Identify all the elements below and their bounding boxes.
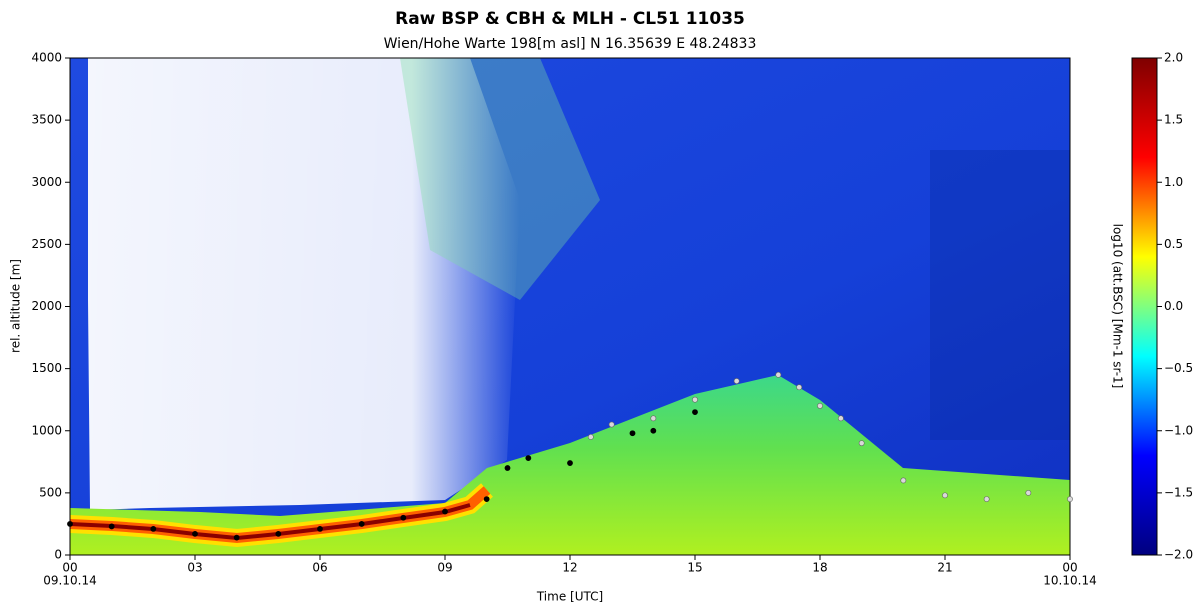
x-tick-label: 12 [562, 561, 577, 575]
x-axis-label: Time [UTC] [536, 590, 603, 604]
layer-point [608, 421, 615, 428]
layer-point [692, 396, 698, 403]
y-tick-label: 1000 [31, 423, 62, 437]
layer-point [629, 430, 636, 437]
chart-title: Raw BSP & CBH & MLH - CL51 11035 [395, 9, 745, 29]
x-tick-label: 03 [187, 561, 202, 575]
x-tick-label: 09 [437, 561, 452, 575]
backscatter-field [69, 58, 1070, 555]
layer-point [567, 460, 573, 466]
layer-point [317, 526, 323, 532]
layer-point [858, 440, 865, 447]
layer-point [483, 496, 490, 502]
layer-point [1025, 489, 1032, 496]
layer-point [775, 371, 782, 378]
layer-point [400, 514, 407, 521]
colorbar-tick-label: −2.0 [1164, 548, 1193, 562]
y-tick-label: 0 [54, 548, 62, 562]
colorbar [1131, 57, 1158, 556]
layer-point [150, 526, 157, 532]
y-axis-label: rel. altitude [m] [9, 259, 23, 353]
colorbar-tick-label: 1.5 [1164, 113, 1183, 127]
chart-subtitle: Wien/Hohe Warte 198[m asl] N 16.35639 E … [384, 36, 757, 52]
dense-region [930, 150, 1070, 440]
colorbar-tick-label: 2.0 [1164, 51, 1183, 65]
layer-point [817, 402, 823, 409]
layer-point [587, 434, 594, 440]
x-tick-label: 18 [812, 561, 827, 575]
layer-point [942, 492, 948, 499]
layer-point [837, 415, 844, 422]
layer-point [1067, 496, 1073, 502]
layer-point [358, 521, 365, 527]
layer-point [525, 455, 532, 461]
colorbar-tick-label: −1.0 [1164, 423, 1193, 437]
layer-point [192, 530, 198, 537]
colorbar-label: log10 (att.BSC) [Mm-1 sr-1] [1111, 224, 1125, 389]
colorbar-tick-label: 1.0 [1164, 175, 1183, 189]
x-date-label: 09.10.14 [43, 574, 96, 588]
colorbar-tick-label: 0.5 [1164, 237, 1183, 251]
x-tick-label: 00 [62, 561, 77, 575]
y-tick-label: 3000 [31, 175, 62, 189]
layer-point [650, 427, 657, 434]
layer-point [733, 378, 740, 384]
layer-point [692, 409, 698, 416]
colorbar-tick-label: −0.5 [1164, 361, 1193, 375]
colorbar-tick-label: −1.5 [1164, 485, 1193, 499]
aerosol-haze [400, 58, 600, 300]
clear-region [88, 58, 520, 510]
y-tick-label: 2500 [31, 237, 62, 251]
colorbar-tick-label: 0.0 [1164, 299, 1183, 313]
x-tick-label: 00 [1062, 561, 1077, 575]
layer-point [504, 465, 511, 471]
y-tick-label: 3500 [31, 113, 62, 127]
y-tick-label: 1500 [31, 361, 62, 375]
layer-point [983, 496, 990, 502]
y-tick-label: 500 [39, 485, 62, 499]
y-tick-label: 2000 [31, 299, 62, 313]
layer-point [900, 477, 907, 484]
layer-point [650, 415, 657, 422]
layer-point [108, 523, 115, 530]
layer-point [796, 384, 803, 391]
x-tick-label: 06 [312, 561, 327, 575]
x-tick-label: 21 [937, 561, 952, 575]
layer-point [442, 508, 448, 515]
layer-point [67, 521, 73, 527]
layer-point [233, 534, 240, 541]
x-date-label: 10.10.14 [1043, 574, 1096, 588]
layer-point [275, 530, 282, 537]
x-tick-label: 15 [687, 561, 702, 575]
y-tick-label: 4000 [31, 51, 62, 65]
